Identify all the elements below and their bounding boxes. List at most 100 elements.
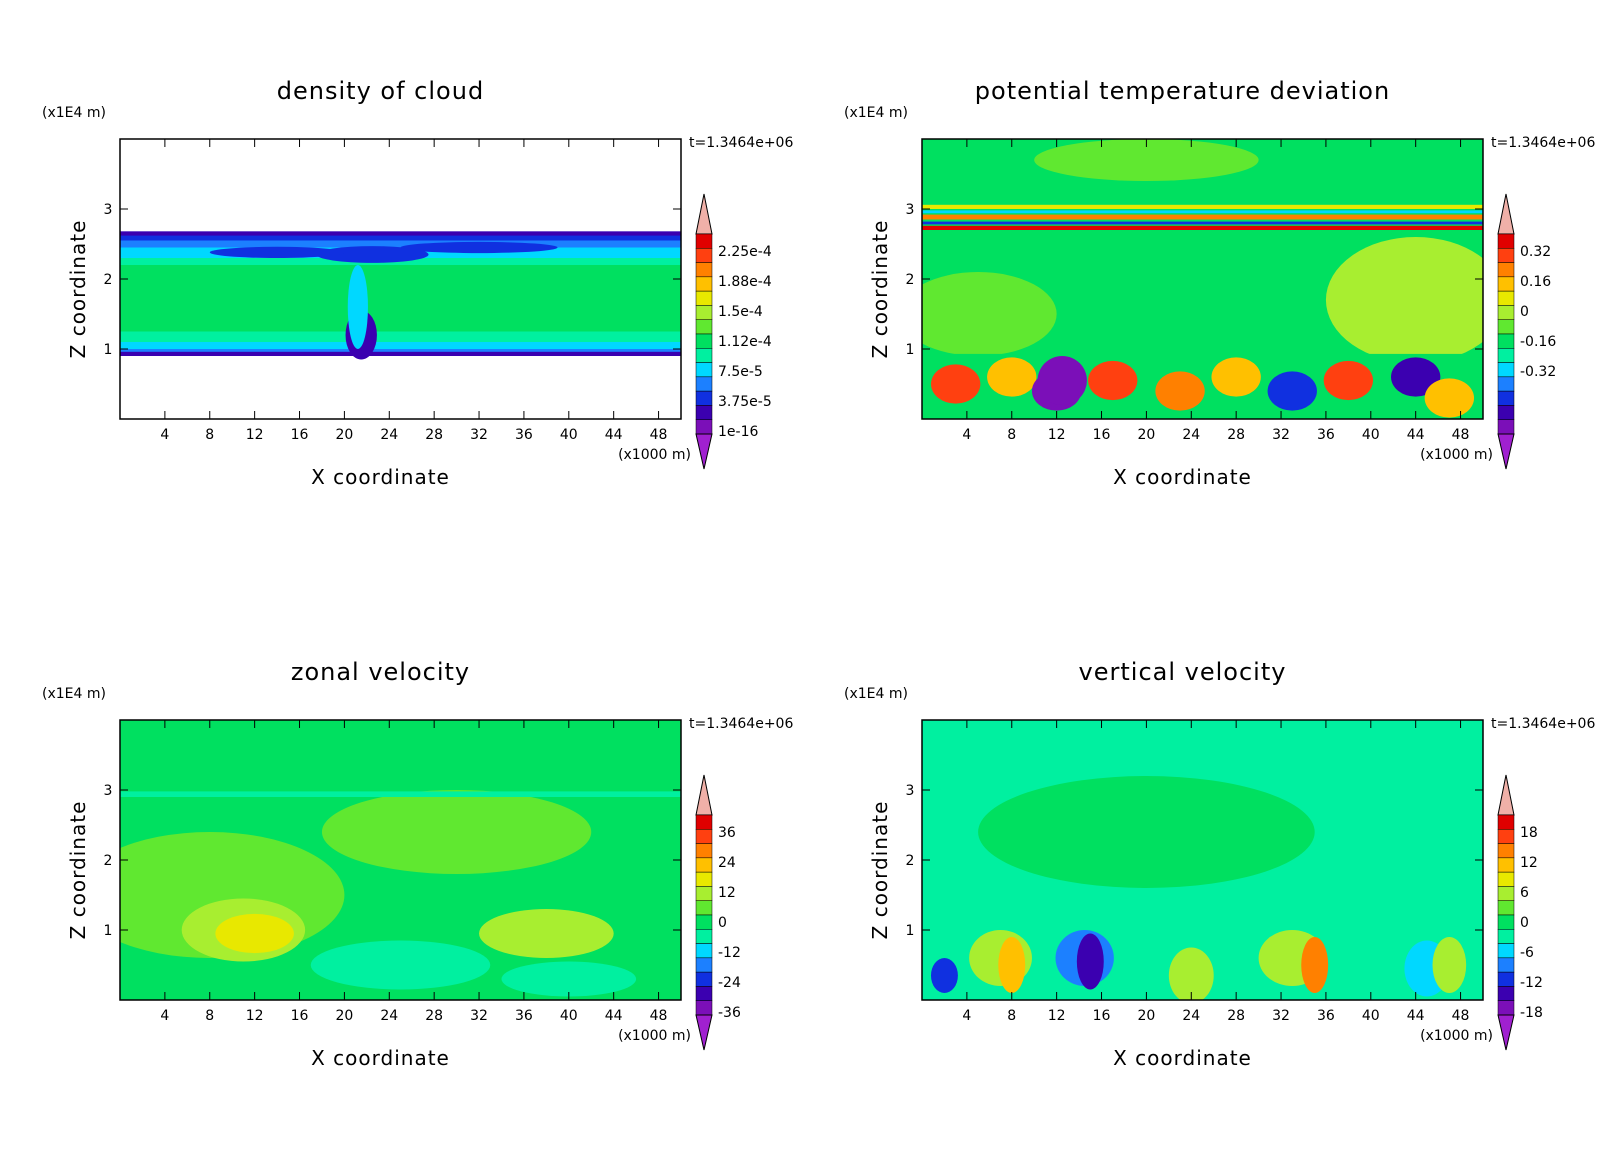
- colorbar-swatch: [1497, 348, 1515, 363]
- colorbar-swatch: [1497, 362, 1515, 378]
- colorbar-label: 24: [718, 855, 736, 871]
- turbulence-eddy: [1267, 371, 1317, 411]
- colorbar-swatch: [1497, 957, 1515, 973]
- colorbar-top-arrow: [695, 193, 713, 235]
- colorbar-swatch: [1497, 843, 1515, 859]
- x-tick-label: 32: [470, 1008, 488, 1024]
- colorbar-swatch: [1497, 943, 1515, 959]
- colorbar-swatch: [695, 914, 713, 930]
- cloud-streak: [400, 241, 558, 254]
- colorbar-swatch: [695, 390, 713, 406]
- x-tick-label: 48: [1452, 427, 1470, 443]
- colorbar-swatch: [695, 871, 713, 887]
- y-tick-label: 2: [104, 272, 113, 288]
- x-tick-label: 40: [560, 1008, 578, 1024]
- x-tick-label: 36: [515, 427, 533, 443]
- colorbar-bottom-arrow: [695, 1014, 713, 1051]
- x-tick-label: 36: [1317, 1008, 1335, 1024]
- colorbar: 0.32 0.16 0 -0.16 -0.32: [1497, 193, 1556, 470]
- colorbar-swatch: [695, 929, 713, 944]
- field-blob: [310, 940, 491, 990]
- panel-title: potential temperature deviation: [975, 77, 1390, 105]
- y-axis-label: Z coordinate: [66, 801, 90, 940]
- colorbar-swatch: [695, 843, 713, 859]
- x-tick-label: 44: [605, 427, 623, 443]
- colorbar-swatch: [695, 276, 713, 292]
- x-tick-label: 8: [205, 427, 214, 443]
- colorbar-swatch: [695, 857, 713, 873]
- colorbar-swatch: [1497, 376, 1515, 392]
- colorbar-label: 0: [718, 915, 727, 931]
- turbulence-eddy: [1390, 357, 1441, 397]
- x-tick-label: 24: [1182, 1008, 1200, 1024]
- colorbar-label: 18: [1520, 825, 1538, 841]
- colorbar-swatch: [1497, 914, 1515, 930]
- colorbar-label: 0: [1520, 915, 1529, 931]
- colorbar-swatch: [1497, 986, 1515, 1001]
- cloud-streak: [316, 246, 429, 263]
- colorbar-top-arrow: [1497, 193, 1515, 235]
- x-tick-label: 20: [335, 1008, 353, 1024]
- colorbar-swatch: [695, 971, 713, 987]
- contour-field: [120, 231, 681, 360]
- field-band: [120, 351, 681, 356]
- cold-eddy: [1037, 356, 1087, 405]
- colorbar-swatch: [1497, 871, 1515, 887]
- x-tick-label: 4: [160, 427, 169, 443]
- x-tick-label: 44: [605, 1008, 623, 1024]
- x-tick-label: 12: [1048, 1008, 1066, 1024]
- colorbar-label: 3.75e-5: [718, 394, 772, 410]
- colorbar-label: 36: [718, 825, 736, 841]
- colorbar-swatch: [695, 362, 713, 378]
- colorbar-swatch: [1497, 319, 1515, 335]
- field-band: [922, 225, 1483, 230]
- field-band: [922, 210, 1483, 214]
- y-axis-label: Z coordinate: [868, 220, 892, 359]
- x-tick-label: 24: [380, 427, 398, 443]
- x-tick-label: 28: [1227, 1008, 1245, 1024]
- x-axis-label: X coordinate: [311, 1046, 450, 1070]
- x-tick-label: 36: [1317, 427, 1335, 443]
- x-tick-label: 4: [160, 1008, 169, 1024]
- x-tick-label: 28: [425, 427, 443, 443]
- colorbar-swatch: [695, 348, 713, 363]
- colorbar-swatch: [695, 319, 713, 335]
- turbulence-eddy: [1088, 360, 1138, 401]
- field-blob: [501, 961, 637, 997]
- colorbar-swatch: [1497, 929, 1515, 944]
- turbulence-eddy: [1155, 371, 1205, 411]
- y-tick-label: 1: [104, 923, 113, 939]
- colorbar: 2.25e-4 1.88e-4 1.5e-4 1.12e-4 7.5e-5 3.75e-5…: [695, 193, 772, 470]
- x-tick-label: 40: [1362, 427, 1380, 443]
- y-tick-label: 1: [104, 342, 113, 358]
- colorbar-swatch: [1497, 276, 1515, 292]
- x-axis-label: X coordinate: [1113, 465, 1252, 489]
- y-tick-label: 3: [906, 202, 915, 218]
- y-unit-label: (x1E4 m): [42, 686, 106, 702]
- colorbar-swatch: [1497, 390, 1515, 406]
- colorbar-top-arrow: [1497, 774, 1515, 816]
- colorbar-swatch: [695, 943, 713, 959]
- colorbar-bottom-arrow: [695, 433, 713, 470]
- colorbar-swatch: [695, 248, 713, 263]
- colorbar-swatch: [1497, 886, 1515, 901]
- y-tick-label: 3: [906, 783, 915, 799]
- colorbar-swatch: [695, 262, 713, 278]
- colorbar-label: 12: [718, 885, 736, 901]
- x-tick-label: 24: [1182, 427, 1200, 443]
- x-tick-label: 44: [1407, 1008, 1425, 1024]
- field-blob: [930, 958, 958, 993]
- colorbar-label: -12: [718, 945, 741, 961]
- colorbar-label: 0.16: [1520, 274, 1551, 290]
- contour-field: [922, 139, 1483, 419]
- x-unit-label: (x1000 m): [1420, 447, 1493, 463]
- colorbar-swatch: [1497, 405, 1515, 420]
- panel-2: potential temperature deviation (x1E4 m) t…: [844, 77, 1595, 489]
- colorbar-label: -24: [718, 975, 741, 991]
- turbulence-eddy: [1211, 357, 1261, 397]
- colorbar-swatch: [1497, 971, 1515, 987]
- contour-field: [922, 720, 1483, 1000]
- panel-4: vertical velocity(x1E4 m)t=1.3464e+064 8 1…: [844, 658, 1595, 1070]
- colorbar-swatch: [695, 305, 713, 320]
- colorbar-label: -12: [1520, 975, 1543, 991]
